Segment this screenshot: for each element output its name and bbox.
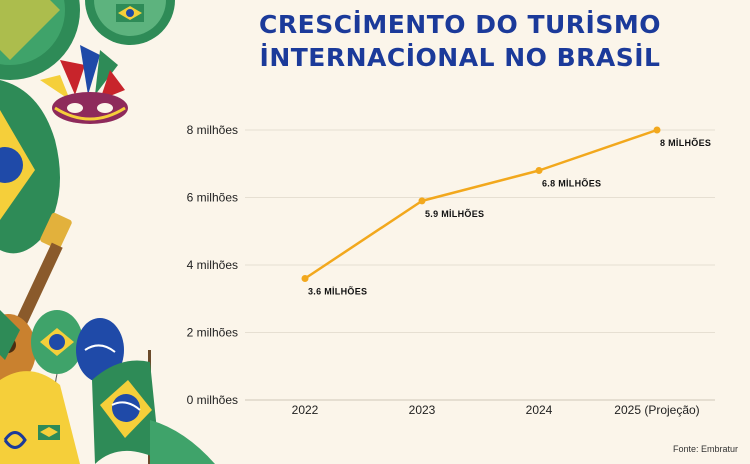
- data-point: [418, 197, 426, 205]
- y-tick-label: 8 milhões: [187, 123, 238, 137]
- data-label: 6.8 MİLHÕES: [542, 179, 601, 189]
- brazil-map-icon: [0, 80, 60, 254]
- data-point: [535, 167, 543, 174]
- chart-grid: [245, 129, 715, 401]
- data-labels: 3.6 MİLHÕES 5.9 MİLHÕES 6.8 MİLHÕES 8 MİLHÕ…: [308, 138, 711, 297]
- y-tick-label: 6 milhões: [187, 191, 238, 205]
- brazil-flag-icon: [92, 350, 215, 464]
- brazil-flag-balloon-icon: [31, 310, 83, 421]
- x-tick-label: 2024: [526, 403, 553, 417]
- data-point: [653, 126, 661, 134]
- carnival-mask-icon: [40, 45, 128, 124]
- y-tick-label: 4 milhões: [187, 258, 238, 272]
- x-tick-label: 2023: [409, 403, 436, 417]
- source-note: Fonte: Embratur: [672, 444, 738, 454]
- series-line: [304, 128, 658, 280]
- y-tick-label: 0 milhões: [187, 393, 238, 407]
- brazil-flag-fan-icon: [0, 0, 80, 80]
- chart-series: [301, 126, 661, 282]
- guitar-icon: [0, 212, 72, 386]
- chart-title-line-2: İNTERNACİONAL NO BRASİL: [259, 43, 661, 72]
- green-leaf-icon: [0, 310, 20, 360]
- chart-title: CRESCİMENTO DO TURİSMO İNTERNACİONAL NO …: [200, 8, 720, 74]
- decor-illustration: [0, 0, 215, 464]
- jersey-icon: [0, 371, 80, 464]
- y-axis-ticks: 0 milhões 2 milhões 4 milhões 6 milhões 8 mi…: [187, 123, 238, 407]
- data-label: 8 MİLHÕES: [660, 138, 711, 148]
- brazil-flag-fan-icon: [85, 0, 175, 45]
- x-tick-label: 2022: [292, 403, 319, 417]
- x-tick-label: 2025 (Projeção): [614, 403, 699, 417]
- x-axis-ticks: 2022 2023 2024 2025 (Projeção): [292, 403, 700, 417]
- chart-title-line-1: CRESCİMENTO DO TURİSMO: [259, 10, 661, 39]
- data-label: 3.6 MİLHÕES: [308, 287, 367, 297]
- data-label: 5.9 MİLHÕES: [425, 209, 484, 219]
- y-tick-label: 2 milhões: [187, 326, 238, 340]
- data-point: [301, 275, 309, 282]
